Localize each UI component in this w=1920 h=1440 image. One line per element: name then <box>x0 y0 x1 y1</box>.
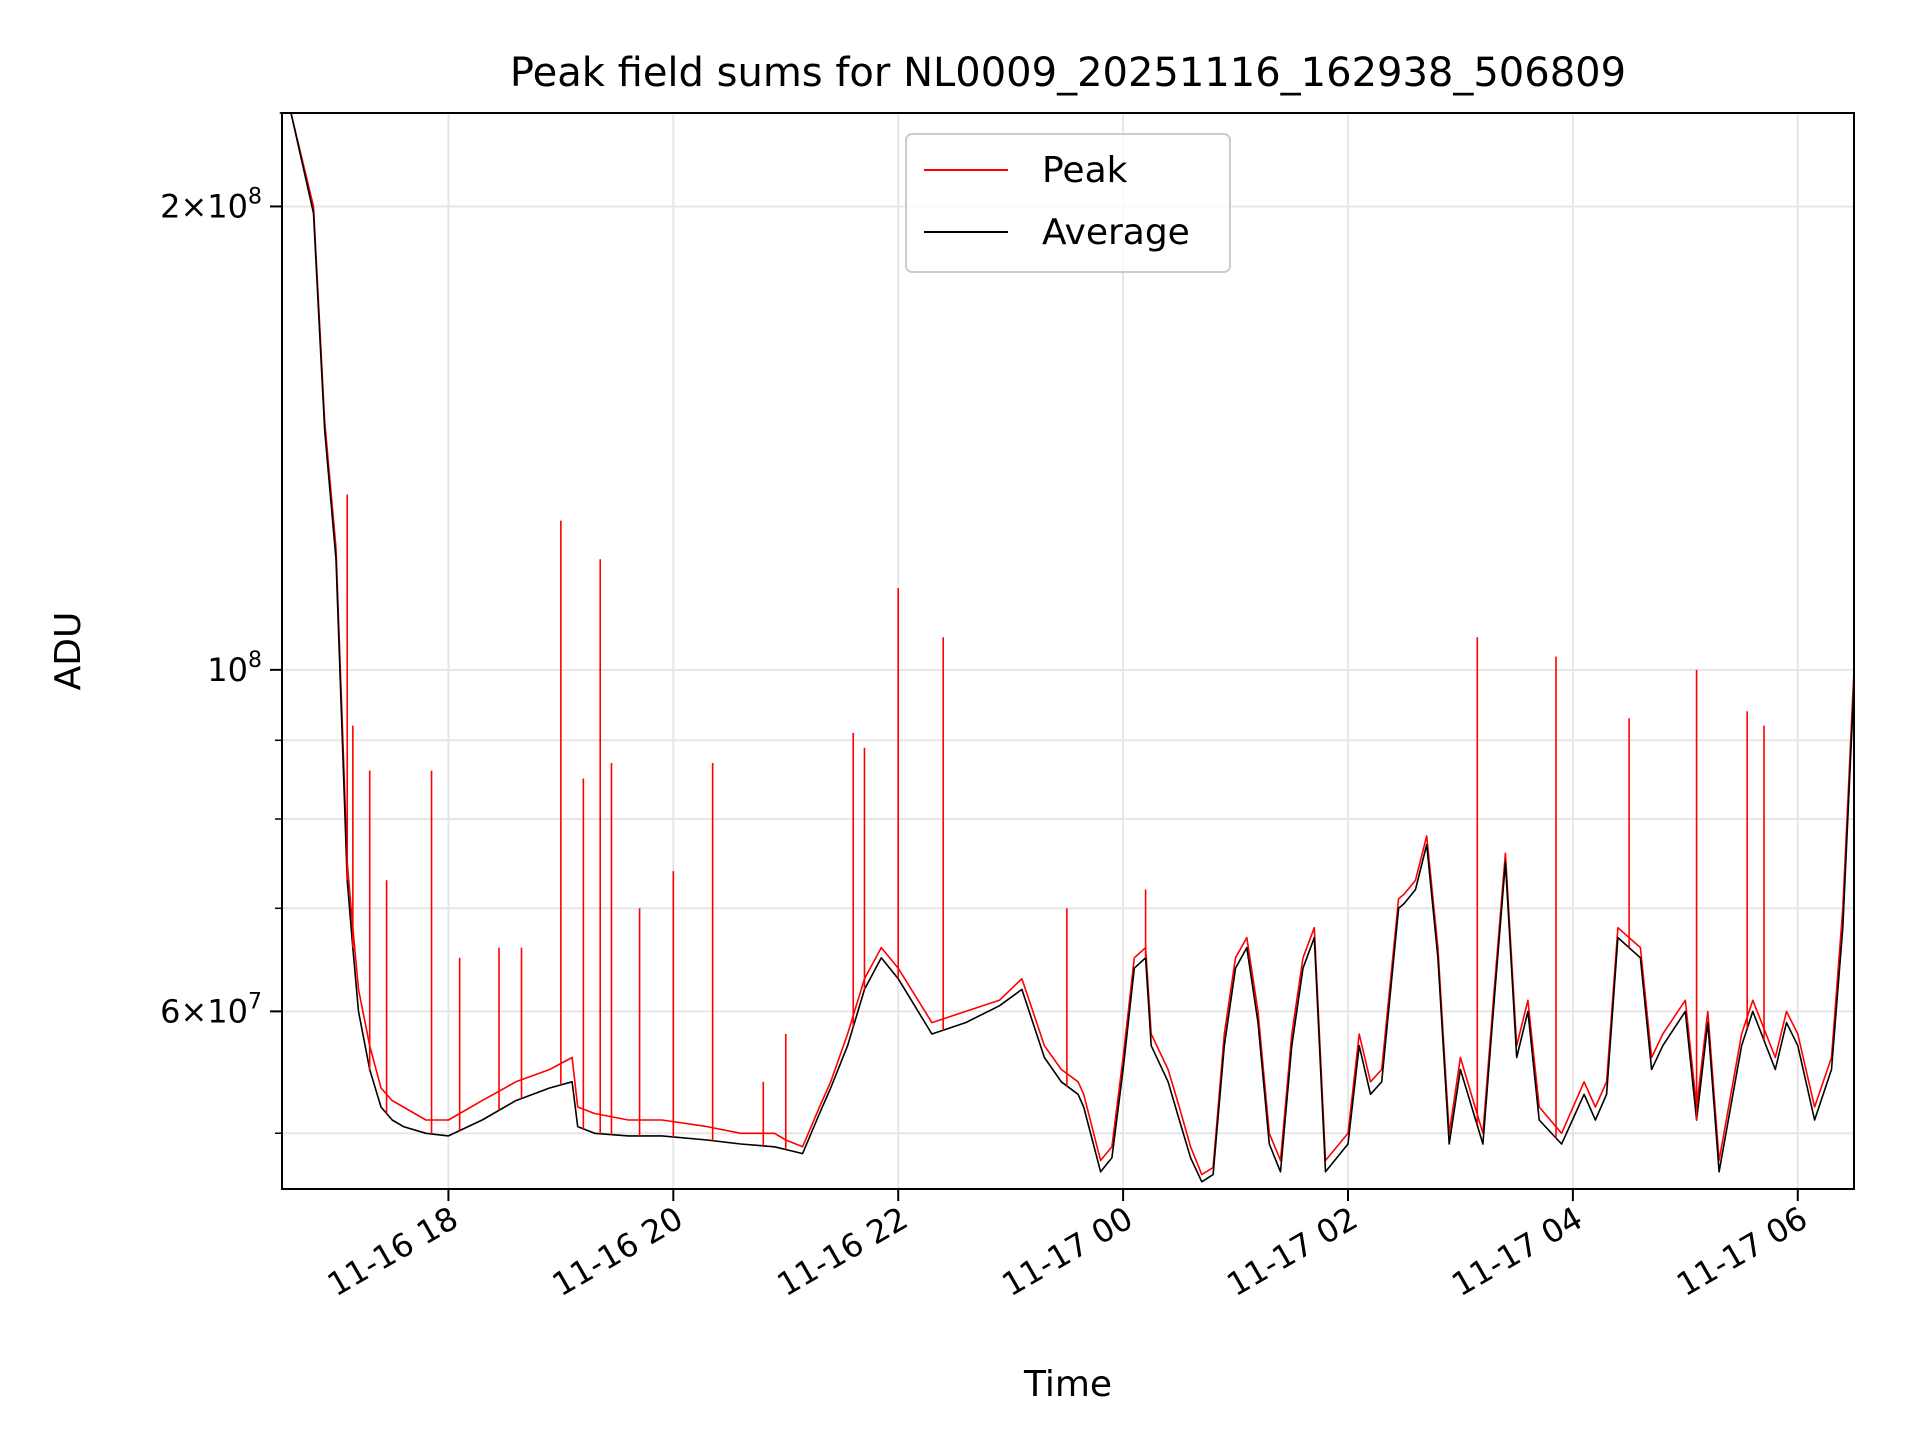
series-line-peak <box>279 112 1855 1176</box>
legend: Peak Average <box>905 133 1231 273</box>
series-line-average <box>279 112 1855 1183</box>
y-tick-label: 2×108 <box>160 184 262 225</box>
x-axis-label: Time <box>1023 1364 1112 1405</box>
plot-frame <box>281 112 1855 1190</box>
legend-label-peak: Peak <box>1042 150 1128 191</box>
y-axis-label: ADU <box>48 612 89 691</box>
series-layer <box>279 112 1855 1183</box>
legend-box <box>905 133 1231 273</box>
y-tick-label: 6×107 <box>160 989 262 1030</box>
legend-label-average: Average <box>1042 212 1190 253</box>
chart-title: Peak field sums for NL0009_20251116_1629… <box>510 50 1626 96</box>
